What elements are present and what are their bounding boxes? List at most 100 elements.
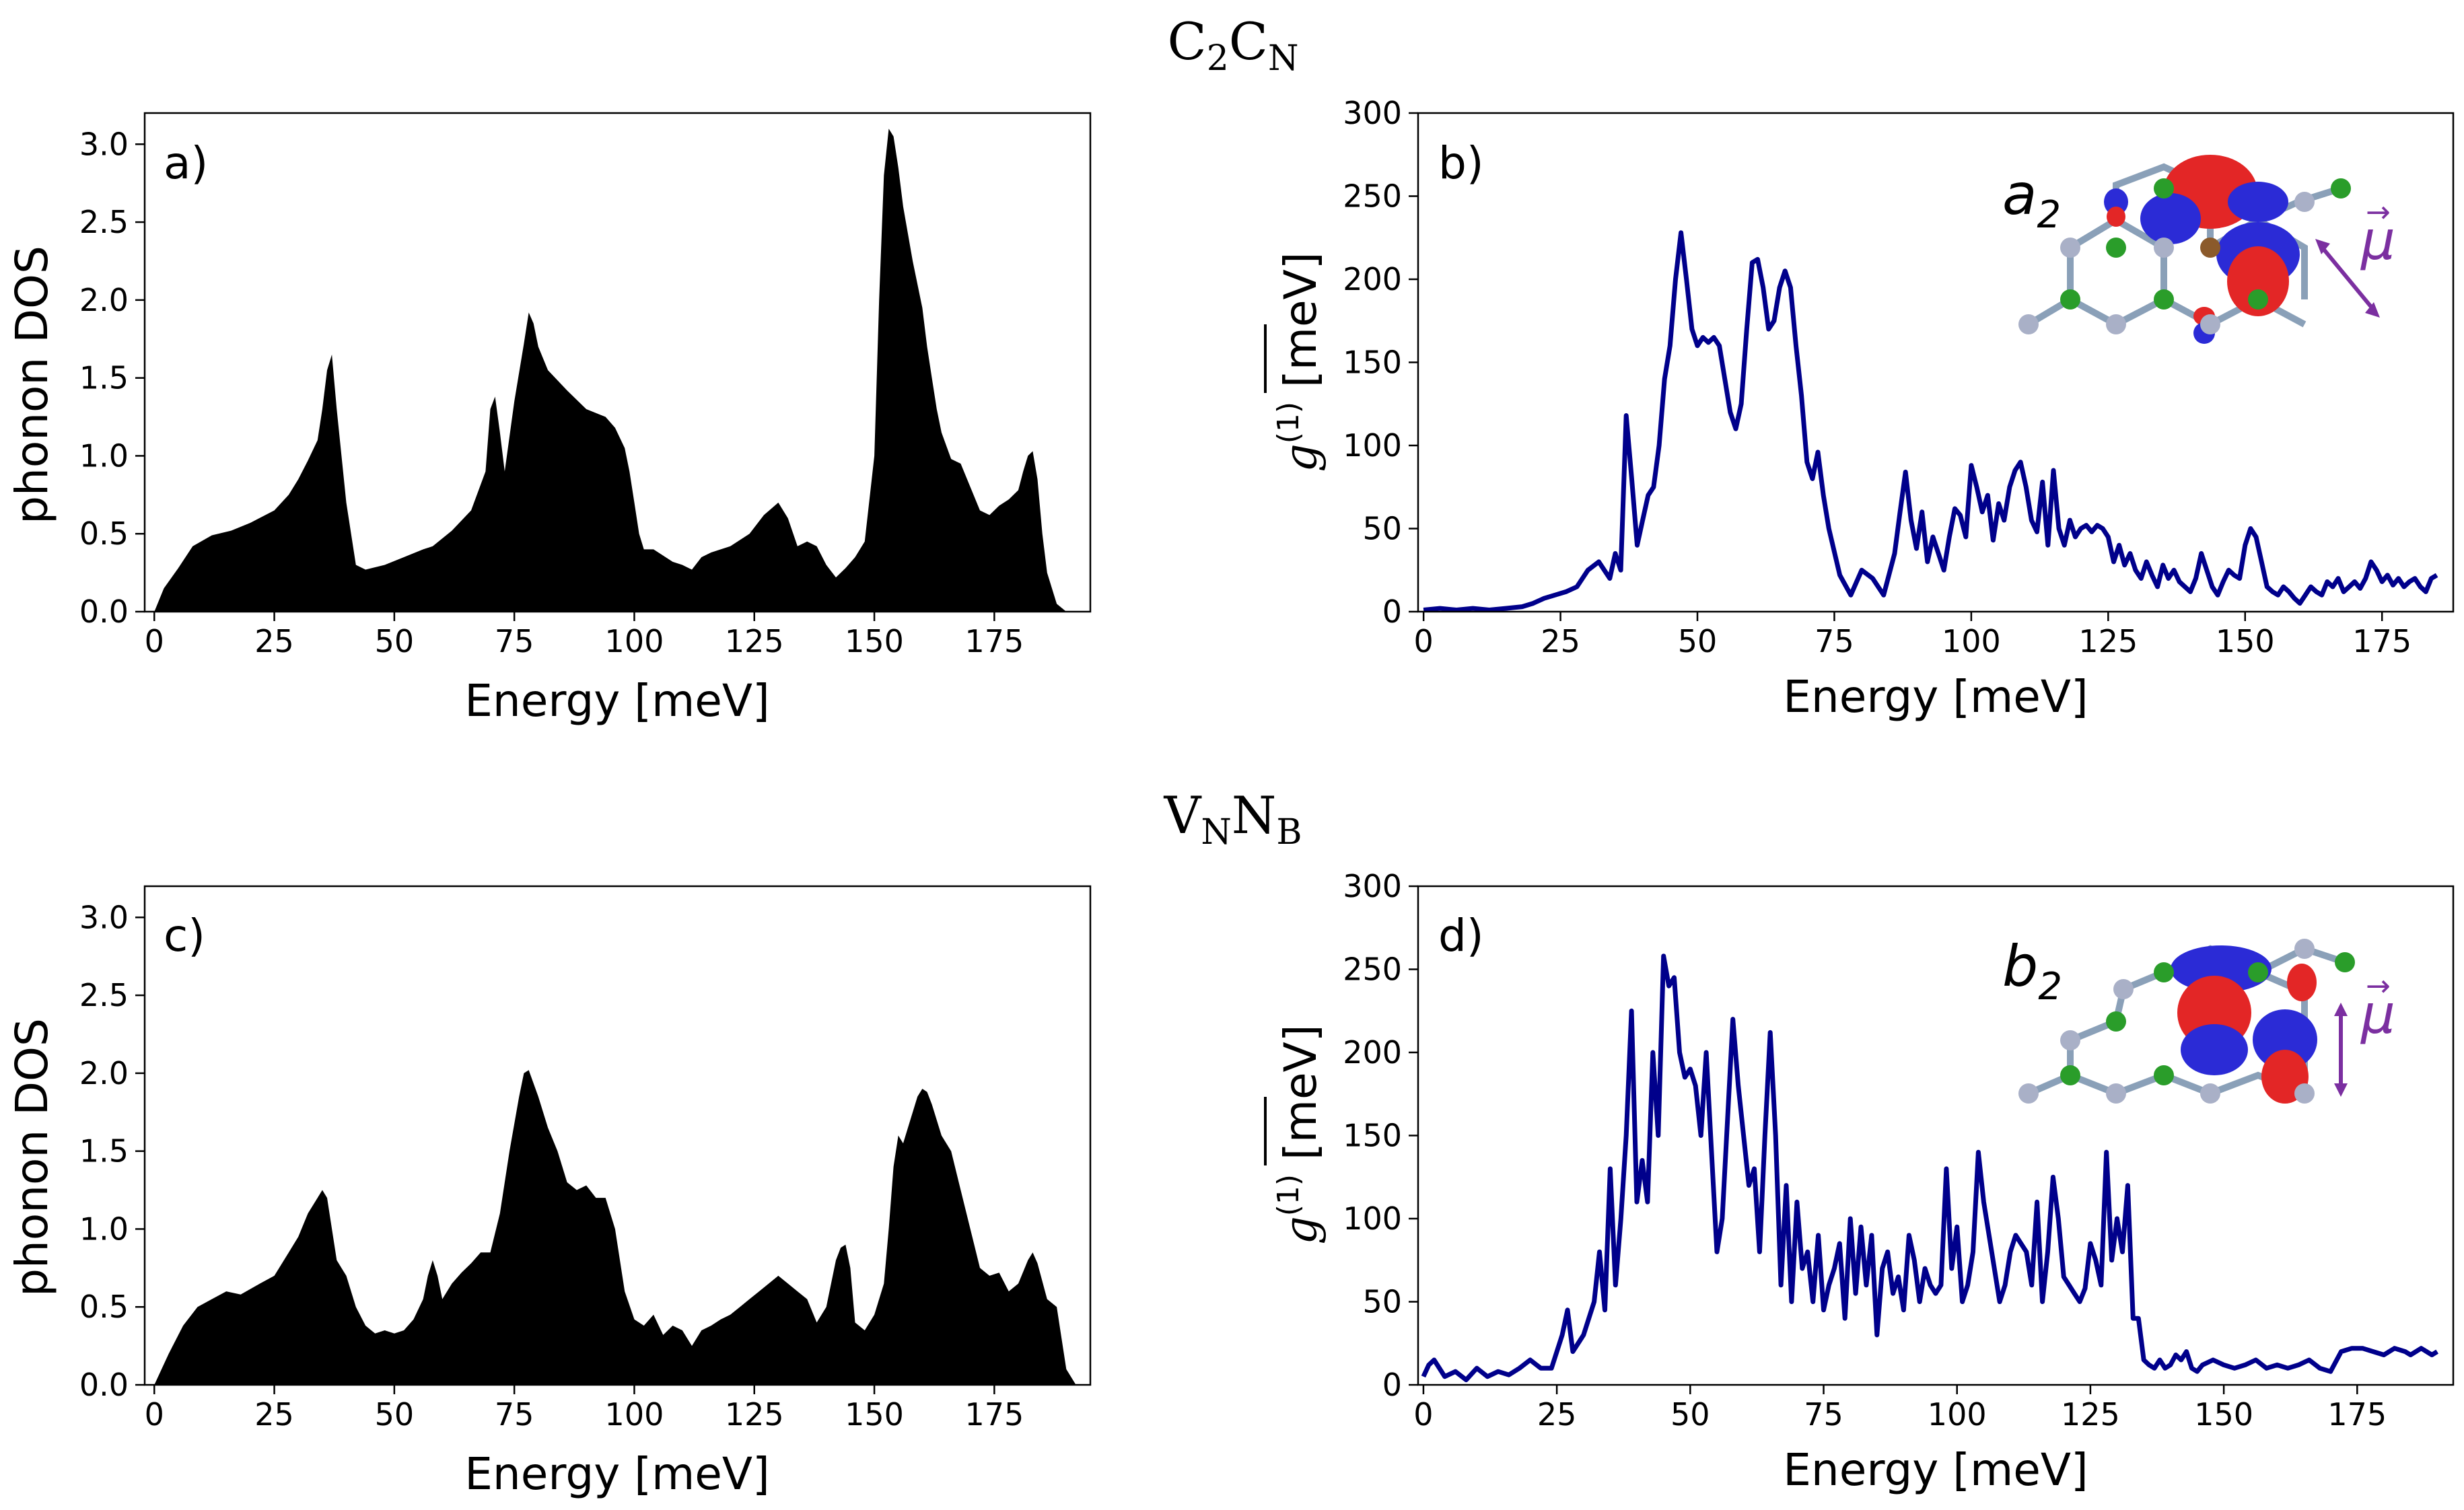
y-tick-label-d: 100: [1343, 1200, 1402, 1237]
x-tick-label-b: 175: [2352, 623, 2412, 659]
orbital-lobe-blue-d2: [2181, 1024, 2248, 1075]
y-axis-label-a: phonon DOS: [6, 246, 58, 524]
x-axis-label-a: Energy [meV]: [464, 675, 770, 727]
dipole-arrowhead-d-bottom: [2334, 1083, 2348, 1097]
y-axis-superscript-d: (1): [1271, 1174, 1306, 1216]
x-axis-label-d: Energy [meV]: [1783, 1444, 2088, 1496]
y-tick-label-b: 50: [1362, 511, 1402, 547]
x-tick-label-d: 50: [1670, 1396, 1710, 1433]
orbital-lobe-blue-4: [2104, 188, 2128, 215]
x-tick-label-c: 25: [254, 1396, 294, 1433]
x-tick-label-c: 175: [964, 1396, 1024, 1433]
x-tick-label-c: 150: [845, 1396, 904, 1433]
y-tick-label-d: 150: [1343, 1118, 1402, 1154]
x-tick-label-a: 0: [145, 623, 164, 659]
x-tick-label-c: 0: [145, 1396, 164, 1433]
panel-c: c) Energy [meV] phonon DOS 0 25 50 75 100 125…: [6, 885, 1092, 1500]
y-tick-label-c: 2.5: [79, 977, 129, 1013]
y-tick-label-b: 150: [1343, 345, 1402, 381]
y-tick-label-a: 0.5: [79, 515, 129, 552]
y-axis-label-d: g(1) [meV]: [1271, 1024, 1327, 1244]
x-tick-label-c: 50: [375, 1396, 415, 1433]
row-title-top: C2CN: [1168, 11, 1299, 79]
dipole-vector-arrow-b: →: [2366, 195, 2391, 229]
x-tick-label-d: 75: [1804, 1396, 1843, 1433]
x-tick-label-a: 25: [254, 623, 294, 659]
x-tick-label-a: 150: [845, 623, 904, 659]
x-tick-label-b: 75: [1815, 623, 1854, 659]
plot-frame-a: [143, 112, 1092, 613]
x-tick-label-d: 125: [2061, 1396, 2120, 1433]
dipole-arrowhead-b-bottom: [2365, 302, 2380, 318]
molecule-atoms-b: [2018, 178, 2351, 334]
y-axis-unit-b: [meV]: [1275, 252, 1327, 402]
dipole-vector-arrow-d: →: [2366, 969, 2391, 1003]
x-tick-label-b: 25: [1541, 623, 1580, 659]
y-tick-label-c: 1.0: [79, 1211, 129, 1247]
y-axis-unit-d: [meV]: [1275, 1024, 1327, 1174]
panel-label-d: d): [1438, 910, 1484, 962]
x-tick-label-d: 100: [1928, 1396, 1987, 1433]
x-tick-label-c: 125: [725, 1396, 784, 1433]
y-tick-label-c: 3.0: [79, 899, 129, 935]
coupling-line-b: [1423, 230, 2438, 612]
x-tick-label-b: 100: [1942, 623, 2001, 659]
x-tick-label-d: 175: [2327, 1396, 2387, 1433]
x-tick-label-d: 25: [1537, 1396, 1577, 1433]
panel-b: b) Energy [meV] g(1) [meV] 0 25 50 75 100 125…: [1264, 95, 2455, 723]
dos-area-a: [154, 129, 1076, 612]
x-tick-label-a: 100: [605, 623, 664, 659]
x-tick-label-c: 75: [495, 1396, 534, 1433]
x-tick-label-c: 100: [605, 1396, 664, 1433]
dos-area-c: [154, 1070, 1076, 1385]
y-tick-label-d: 0: [1382, 1367, 1402, 1403]
panel-a: a) Energy [meV] phonon DOS 0 25 50 75 100 125…: [6, 112, 1092, 727]
y-tick-label-a: 1.5: [79, 360, 129, 396]
dipole-arrowhead-b-top: [2315, 239, 2330, 254]
orbital-inset-b: a2: [2002, 155, 2395, 344]
y-tick-label-c: 2.0: [79, 1055, 129, 1091]
x-tick-label-a: 50: [375, 623, 415, 659]
y-tick-label-b: 250: [1343, 178, 1402, 215]
y-tick-label-c: 1.5: [79, 1133, 129, 1170]
y-axis-symbol-b: g: [1275, 443, 1327, 472]
dipole-label-b: μ: [2360, 209, 2395, 272]
x-axis-label-b: Energy [meV]: [1783, 671, 2088, 723]
plot-frame-c: [143, 885, 1092, 1386]
y-axis-symbol-d: g: [1275, 1216, 1327, 1244]
row-title-bottom: VNNB: [1163, 785, 1302, 853]
plot-frame-b: [1417, 112, 2455, 613]
dipole-arrowhead-d-top: [2334, 1003, 2348, 1016]
dipole-label-d: μ: [2360, 983, 2395, 1046]
x-tick-label-a: 175: [964, 623, 1024, 659]
y-tick-label-b: 100: [1343, 427, 1402, 464]
panel-label-b: b): [1438, 137, 1484, 189]
dipole-arrow-b: [2319, 244, 2377, 312]
coupling-line-d: [1421, 954, 2439, 1383]
y-tick-label-b: 200: [1343, 261, 1402, 297]
y-tick-label-d: 300: [1343, 868, 1402, 904]
y-tick-label-c: 0.0: [79, 1367, 129, 1403]
y-tick-label-a: 2.0: [79, 282, 129, 318]
orbital-lobe-red-3: [2107, 207, 2125, 227]
orbital-lobe-blue-d3: [2253, 1009, 2317, 1070]
y-axis-superscript-b: (1): [1271, 402, 1306, 443]
y-axis-label-c: phonon DOS: [6, 1018, 58, 1297]
y-tick-label-a: 3.0: [79, 126, 129, 162]
y-tick-label-a: 1.0: [79, 437, 129, 474]
x-tick-label-d: 0: [1413, 1396, 1433, 1433]
x-axis-label-c: Energy [meV]: [464, 1448, 770, 1500]
y-tick-label-a: 2.5: [79, 204, 129, 240]
x-tick-label-b: 125: [2078, 623, 2138, 659]
x-tick-label-a: 125: [725, 623, 784, 659]
molecule-atoms-d: [2018, 939, 2355, 1104]
panel-label-c: c): [164, 910, 205, 962]
orbital-lobe-blue-2: [2140, 193, 2201, 244]
x-tick-label-b: 150: [2216, 623, 2275, 659]
orbital-inset-d: b2 μ →: [2002, 933, 2395, 1104]
x-tick-label-a: 75: [495, 623, 534, 659]
orbital-lobe-red-2: [2227, 246, 2289, 316]
orbital-label-b: a2: [2002, 161, 2061, 237]
y-axis-label-b: g(1) [meV]: [1271, 252, 1327, 472]
